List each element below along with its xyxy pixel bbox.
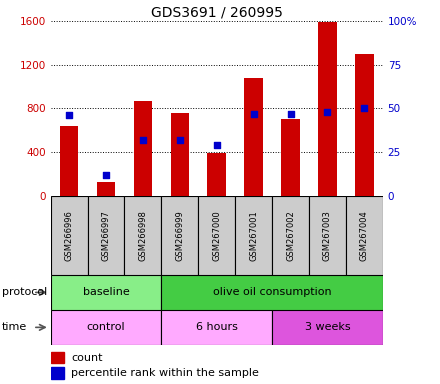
FancyBboxPatch shape [125,196,161,275]
FancyBboxPatch shape [198,196,235,275]
Text: GSM267002: GSM267002 [286,210,295,261]
Point [176,137,183,143]
FancyBboxPatch shape [88,196,125,275]
Text: GSM267003: GSM267003 [323,210,332,261]
Text: time: time [2,322,27,333]
Bar [244,78,263,196]
Text: 6 hours: 6 hours [196,322,238,333]
FancyBboxPatch shape [51,196,88,275]
FancyBboxPatch shape [51,310,161,345]
Text: count: count [71,353,103,362]
Text: control: control [87,322,125,333]
Text: GSM266997: GSM266997 [102,210,110,261]
Bar [60,126,78,196]
FancyBboxPatch shape [272,196,309,275]
Bar [281,119,300,196]
Point [361,106,368,112]
Text: GSM267001: GSM267001 [249,210,258,261]
Text: percentile rank within the sample: percentile rank within the sample [71,368,259,378]
Text: GSM266996: GSM266996 [65,210,73,261]
Bar [318,22,337,196]
Point [324,109,331,115]
Text: baseline: baseline [83,287,129,298]
FancyBboxPatch shape [161,275,383,310]
FancyBboxPatch shape [346,196,383,275]
Text: GSM267000: GSM267000 [212,210,221,261]
Bar [51,367,64,379]
FancyBboxPatch shape [161,310,272,345]
FancyBboxPatch shape [235,196,272,275]
Bar [97,182,115,196]
Text: 3 weeks: 3 weeks [304,322,350,333]
Point [139,137,147,143]
Bar [355,54,374,196]
Point [66,113,73,119]
Point [287,111,294,117]
Text: GSM266999: GSM266999 [175,210,184,261]
FancyBboxPatch shape [161,196,198,275]
Text: protocol: protocol [2,287,48,298]
Title: GDS3691 / 260995: GDS3691 / 260995 [151,6,282,20]
Bar [51,352,64,364]
Bar [208,153,226,196]
Text: GSM266998: GSM266998 [138,210,147,261]
FancyBboxPatch shape [309,196,346,275]
FancyBboxPatch shape [51,275,161,310]
Bar [171,113,189,196]
FancyBboxPatch shape [272,310,383,345]
Text: olive oil consumption: olive oil consumption [213,287,331,298]
Point [213,142,220,148]
Point [250,111,257,117]
Bar [134,101,152,196]
Point [103,172,110,178]
Text: GSM267004: GSM267004 [360,210,369,261]
